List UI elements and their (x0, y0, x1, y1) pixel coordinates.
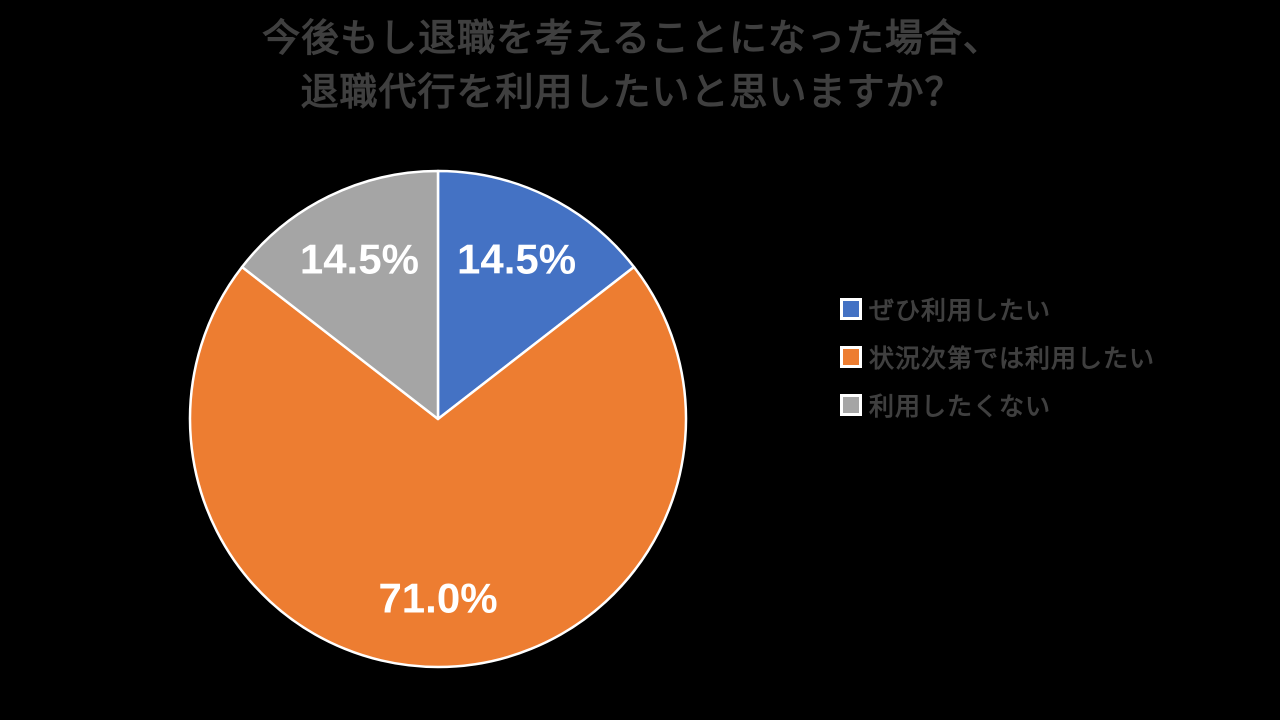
legend: ぜひ利用したい状況次第では利用したい 利用したくない (840, 294, 1155, 438)
legend-label-2: 状況次第では利用したい (869, 344, 1156, 373)
legend-label-3: 利用したくない (869, 392, 1052, 421)
pie-slice-2 (188, 265, 688, 669)
pie-data-label-1: 14.5% (457, 236, 576, 283)
legend-item-1: ぜひ利用したい (840, 294, 1155, 325)
pie-chart: 14.5% 71.0% 14.5% (178, 159, 698, 679)
chart-title-line2: 退職代行を利用したいと思いますか？ (300, 72, 964, 114)
legend-item-2: 状況次第では利用したい (840, 342, 1155, 373)
legend-swatch-2 (840, 345, 862, 368)
legend-swatch-1 (840, 297, 862, 320)
legend-label-1: ぜひ利用したい (869, 296, 1052, 325)
pie-slice-3 (240, 169, 440, 421)
legend-item-3: 利用したくない (840, 390, 1155, 421)
pie-slice-1 (436, 169, 636, 421)
pie-data-label-3: 14.5% (300, 236, 419, 283)
pie-chart-svg: 14.5% 71.0% 14.5% (188, 169, 688, 669)
legend-swatch-3 (840, 393, 862, 416)
chart-title: 今後もし退職を考えることになった場合、 退職代行を利用したいと思いますか？ (0, 12, 1264, 120)
pie-data-label-2: 71.0% (378, 575, 497, 622)
chart-title-line1: 今後もし退職を考えることになった場合、 (262, 18, 1002, 60)
